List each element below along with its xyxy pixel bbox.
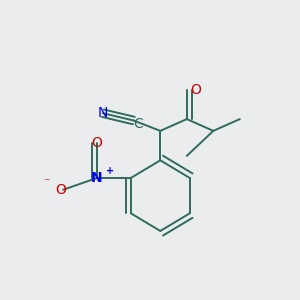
Text: C: C bbox=[133, 117, 143, 131]
Text: N: N bbox=[98, 106, 108, 120]
Text: N: N bbox=[91, 171, 103, 185]
Text: O: O bbox=[55, 183, 66, 197]
Text: O: O bbox=[92, 136, 102, 150]
Text: +: + bbox=[106, 166, 114, 176]
Text: O: O bbox=[190, 82, 201, 97]
Text: ⁻: ⁻ bbox=[44, 176, 50, 189]
